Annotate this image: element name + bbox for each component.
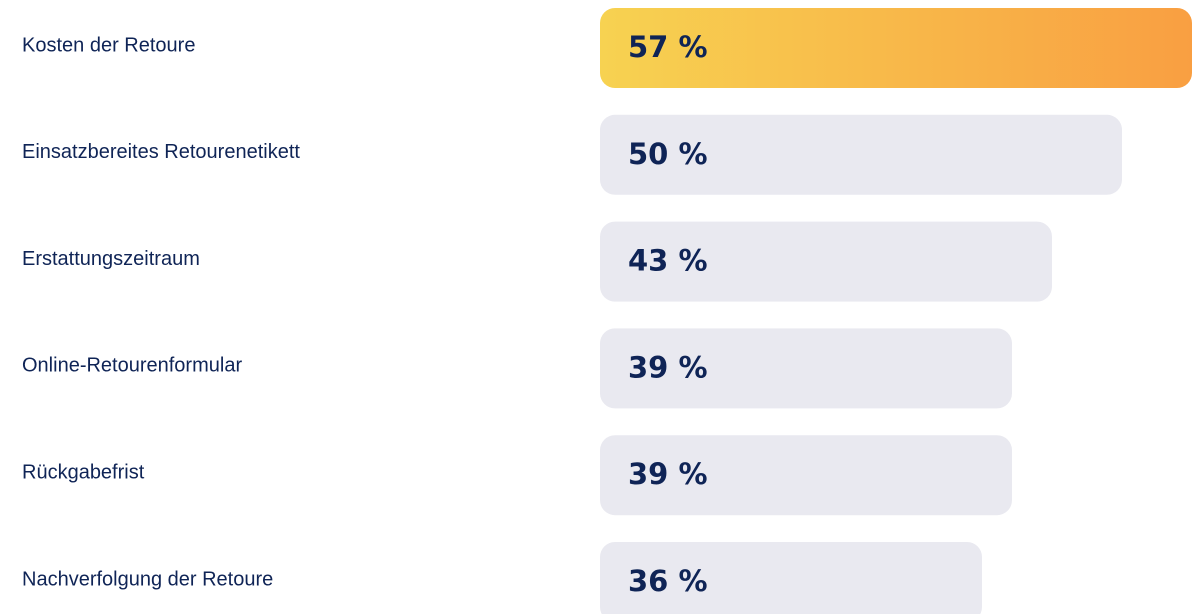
- category-label: Nachverfolgung der Retoure: [22, 568, 273, 590]
- category-label: Einsatzbereites Retourenetikett: [22, 141, 300, 163]
- value-label: 57 %: [628, 30, 708, 64]
- value-label: 36 %: [628, 564, 708, 598]
- category-label: Rückgabefrist: [22, 461, 145, 483]
- bar: [600, 8, 1192, 88]
- bar: [600, 221, 1052, 302]
- bar: [600, 328, 1012, 409]
- bar: [600, 542, 982, 614]
- category-label: Kosten der Retoure: [22, 34, 195, 56]
- value-label: 50 %: [628, 137, 708, 171]
- value-label: 39 %: [628, 457, 708, 491]
- bar: [600, 435, 1012, 516]
- value-label: 43 %: [628, 244, 708, 278]
- value-label: 39 %: [628, 350, 708, 384]
- category-label: Erstattungszeitraum: [22, 248, 200, 270]
- category-label: Online-Retourenformular: [22, 355, 242, 377]
- bar: [600, 114, 1122, 195]
